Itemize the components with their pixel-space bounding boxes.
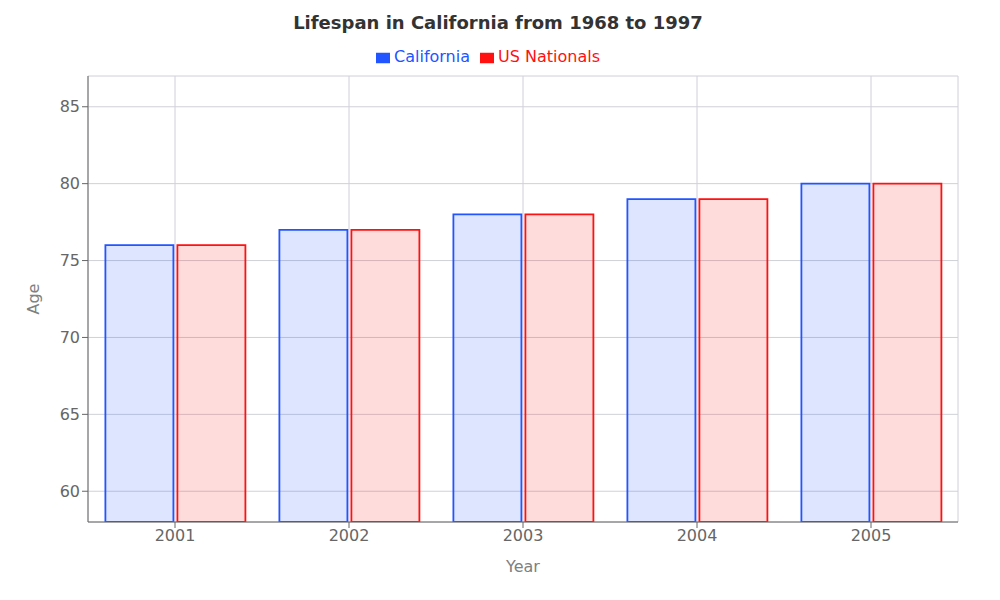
svg-text:80: 80 <box>60 174 80 193</box>
svg-text:Year: Year <box>505 557 540 576</box>
svg-text:2001: 2001 <box>155 526 196 545</box>
svg-text:70: 70 <box>60 328 80 347</box>
svg-text:85: 85 <box>60 97 80 116</box>
svg-text:2002: 2002 <box>329 526 370 545</box>
svg-text:60: 60 <box>60 482 80 501</box>
html-text:Lifespan in California from 19: Lifespan in California from 1968 to 1997 <box>293 12 703 33</box>
svg-text:2004: 2004 <box>677 526 718 545</box>
svg-text:2005: 2005 <box>851 526 892 545</box>
svg-text:75: 75 <box>60 251 80 270</box>
svg-text:Age: Age <box>24 284 43 315</box>
html-text:California: California <box>394 47 470 66</box>
svg-text:2003: 2003 <box>503 526 544 545</box>
svg-text:65: 65 <box>60 405 80 424</box>
html-text:US Nationals: US Nationals <box>498 47 600 66</box>
